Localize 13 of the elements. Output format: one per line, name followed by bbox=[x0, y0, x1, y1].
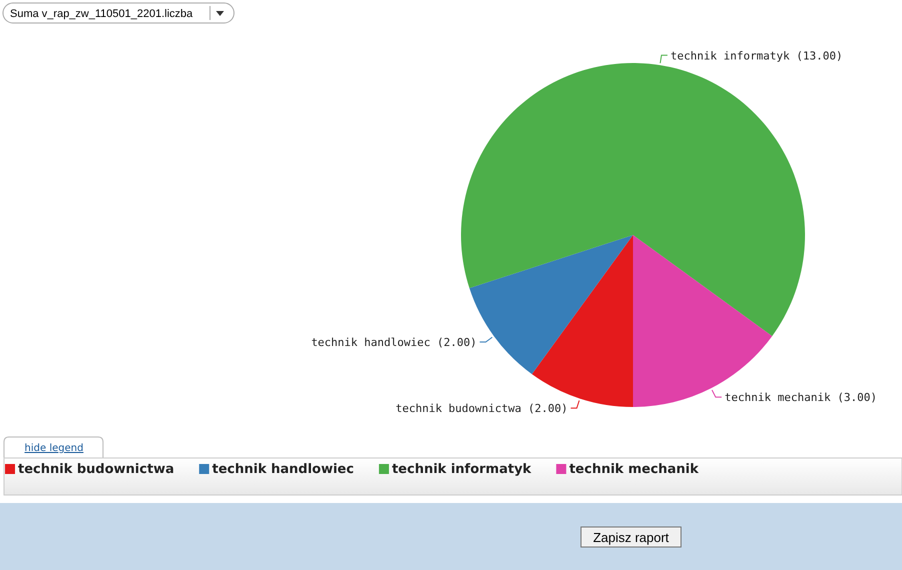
data-label: technik budownictwa (2.00) bbox=[396, 402, 568, 416]
legend-label: technik handlowiec bbox=[212, 462, 354, 477]
tab: hide legend bbox=[4, 436, 104, 458]
legend-label: technik informatyk bbox=[392, 462, 532, 477]
data-label: technik handlowiec (2.00) bbox=[311, 336, 477, 349]
data-label: technik informatyk (13.00) bbox=[670, 49, 843, 62]
dropdown-field: Suma v_rap_zw_110501_2201.liczba bbox=[2, 2, 234, 24]
data-label: technik mechanik (3.00) bbox=[724, 391, 877, 404]
legend-label: technik mechanik bbox=[569, 462, 699, 477]
pie-slice bbox=[633, 235, 772, 407]
legend-label: technik budownictwa bbox=[18, 462, 174, 477]
pie-slice bbox=[461, 63, 805, 336]
button: Zapisz raport bbox=[580, 526, 682, 548]
